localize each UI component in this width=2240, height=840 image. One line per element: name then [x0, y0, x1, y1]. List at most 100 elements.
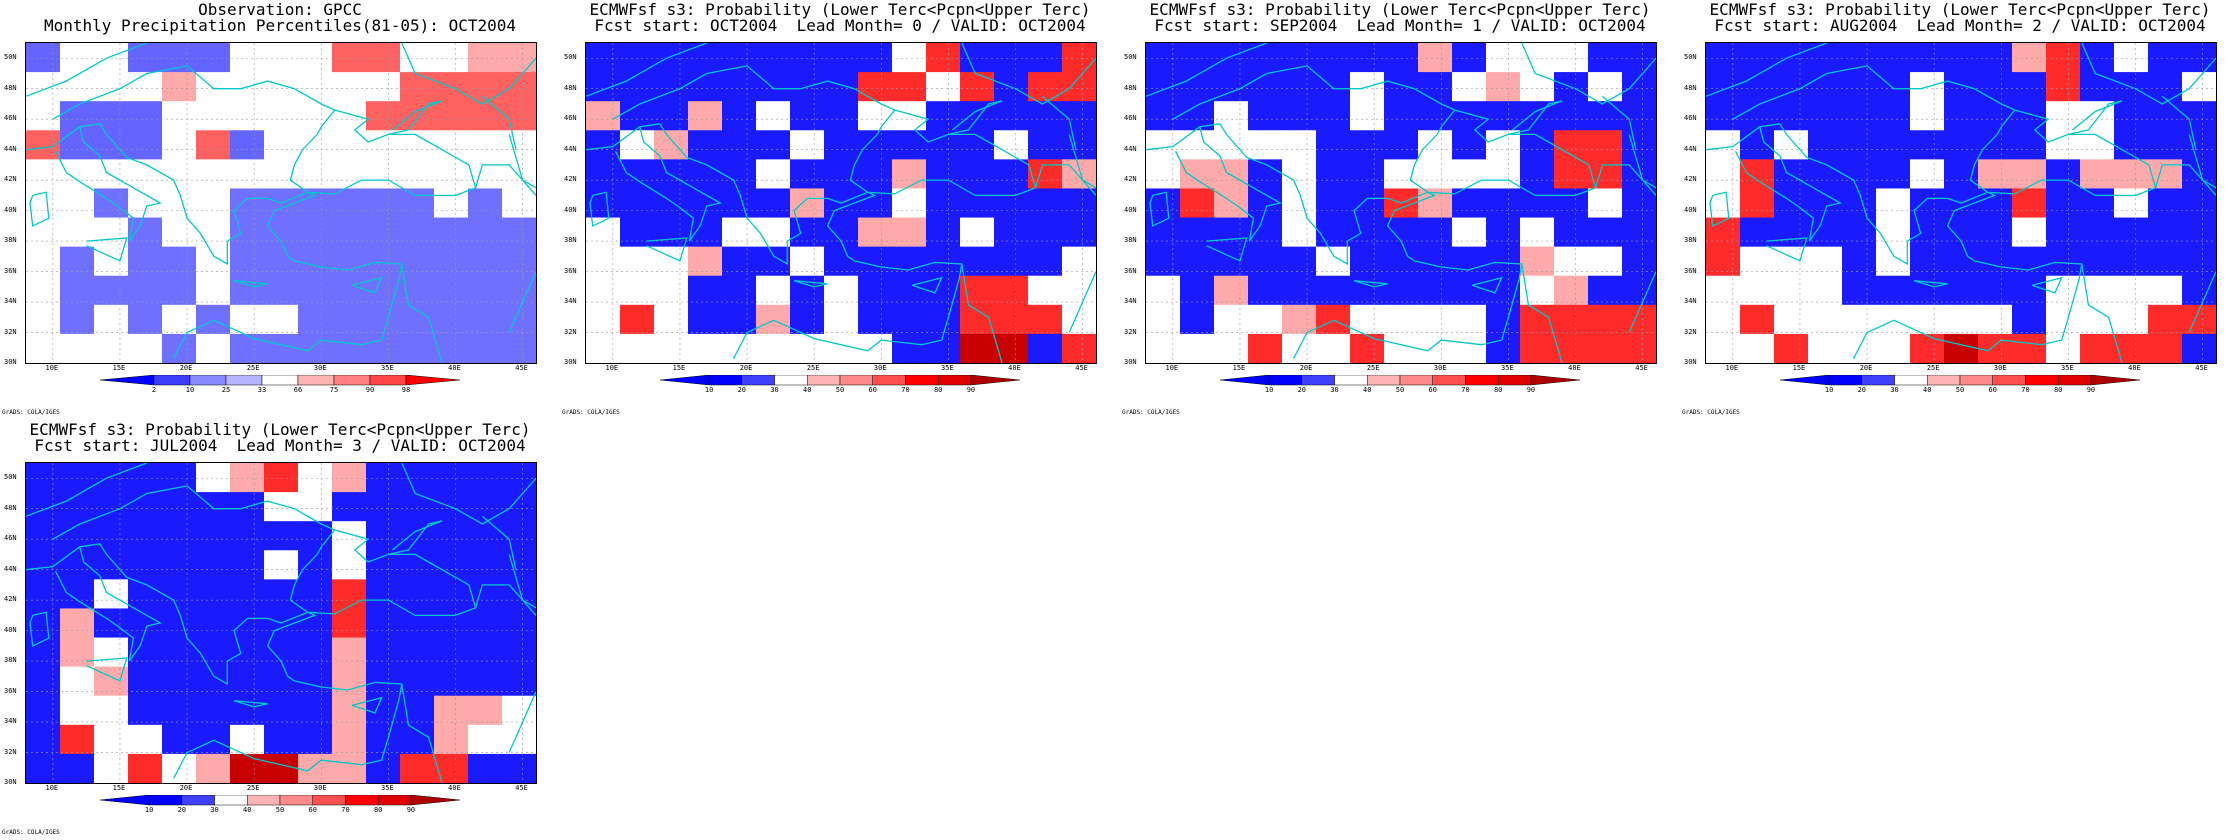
- lat-tick-label: 48N: [1684, 83, 1697, 92]
- grid-cell: [756, 217, 791, 248]
- grid-cell: [1214, 43, 1249, 73]
- grid-cell: [722, 304, 757, 335]
- grid-cell: [26, 579, 61, 609]
- coastline: [86, 237, 128, 262]
- coastline: [233, 280, 268, 288]
- lat-tick-label: 32N: [1124, 327, 1137, 336]
- grid-cell: [2080, 43, 2115, 73]
- grid-cell: [60, 275, 95, 306]
- grid-cell: [2012, 304, 2047, 335]
- coastline: [481, 95, 517, 150]
- panel-subtitle: Monthly Precipitation Percentiles(81-05)…: [43, 16, 516, 35]
- grid-cell: [1214, 188, 1249, 219]
- grid-cell: [892, 159, 927, 189]
- grid-cell: [1588, 217, 1623, 248]
- grid-cell: [298, 43, 333, 73]
- grid-cell: [502, 188, 536, 219]
- panel-title: ECMWFsf s3: Probability (Lower Terc<Pcpn…: [29, 420, 531, 439]
- grid-cell: [790, 304, 825, 335]
- grid-cell: [2114, 188, 2149, 219]
- colorbar-swatch: [741, 375, 775, 386]
- grid-cell: [824, 159, 859, 189]
- grid-cell: [1384, 275, 1419, 306]
- grid-cell: [1910, 43, 1945, 73]
- grid-cell: [60, 304, 95, 335]
- grid-cell: [94, 521, 129, 551]
- panel-title: ECMWFsf s3: Probability (Lower Terc<Pcpn…: [1149, 0, 1651, 19]
- grid-cell: [892, 188, 927, 219]
- grid-cell: [502, 43, 536, 73]
- colorbar-label: 30: [1890, 386, 1899, 394]
- grid-cell: [790, 333, 825, 363]
- grid-cell: [1146, 304, 1181, 335]
- grid-cell: [586, 159, 621, 189]
- grid-cell: [1706, 72, 1741, 102]
- map-frame: [25, 42, 537, 364]
- coastline: [1594, 164, 1656, 196]
- grid-cell: [400, 72, 435, 102]
- grid-cell: [332, 550, 367, 580]
- grid-cell: [1774, 101, 1809, 131]
- grid-cell: [892, 72, 927, 102]
- grid-cell: [264, 72, 299, 102]
- grid-cell: [264, 521, 299, 551]
- grid-cell: [468, 333, 503, 363]
- grid-cell: [468, 217, 503, 248]
- grid-cell: [60, 188, 95, 219]
- grid-cell: [2148, 72, 2183, 102]
- map-panel-3: ECMWFsf s3: Probability (Lower Terc<Pcpn…: [1120, 0, 1680, 420]
- grid-cell: [620, 72, 655, 102]
- grid-cell: [1978, 130, 2013, 160]
- grid-cell: [1520, 275, 1555, 306]
- grid-cell: [1452, 304, 1487, 335]
- coastline: [474, 164, 536, 196]
- grid-cell: [196, 463, 231, 493]
- grid-cell: [756, 188, 791, 219]
- grid-cell: [468, 492, 503, 522]
- grid-cell: [1554, 304, 1589, 335]
- coastline: [2081, 43, 2216, 105]
- grid-cell: [1910, 188, 1945, 219]
- colorbar-label: 90: [966, 386, 976, 394]
- coastline: [2154, 164, 2216, 196]
- grid-cell: [264, 43, 299, 73]
- grid-cell: [1316, 130, 1351, 160]
- grid-cell: [1588, 101, 1623, 131]
- grid-cell: [1316, 72, 1351, 102]
- colorbar-label: 70: [341, 806, 350, 814]
- grid-cell: [468, 130, 503, 160]
- colorbar-swatch: [1497, 375, 1532, 386]
- grid-cell: [162, 275, 197, 306]
- grid-cell: [94, 43, 129, 73]
- grid-cell: [332, 188, 367, 219]
- lat-tick-label: 42N: [4, 595, 17, 604]
- grid-cell: [128, 521, 163, 551]
- grid-cell: [586, 72, 621, 102]
- grid-cell: [1910, 130, 1945, 160]
- grid-cell: [298, 463, 333, 493]
- grid-cell: [1842, 304, 1877, 335]
- grid-cell: [468, 724, 503, 755]
- grid-cell: [1384, 159, 1419, 189]
- grid-cell: [366, 724, 401, 755]
- grid-cell: [128, 695, 163, 726]
- coastline: [1913, 280, 1948, 288]
- grid-cell: [1944, 130, 1979, 160]
- grid-cell: [1622, 188, 1656, 219]
- grid-cell: [400, 753, 435, 783]
- grid-cell: [1350, 101, 1385, 131]
- grid-cell: [434, 695, 469, 726]
- grid-cell: [1486, 304, 1521, 335]
- grid-cell: [858, 72, 893, 102]
- grid-cell: [298, 492, 333, 522]
- grid-cell: [1350, 188, 1385, 219]
- grid-cell: [2148, 159, 2183, 189]
- grid-cell: [162, 43, 197, 73]
- grid-cell: [1740, 72, 1775, 102]
- grid-cell: [1588, 304, 1623, 335]
- grid-cell: [960, 217, 995, 248]
- grid-cell: [366, 72, 401, 102]
- coastline: [1041, 95, 1077, 150]
- grid-cell: [1978, 159, 2013, 189]
- grid-cell: [586, 101, 621, 131]
